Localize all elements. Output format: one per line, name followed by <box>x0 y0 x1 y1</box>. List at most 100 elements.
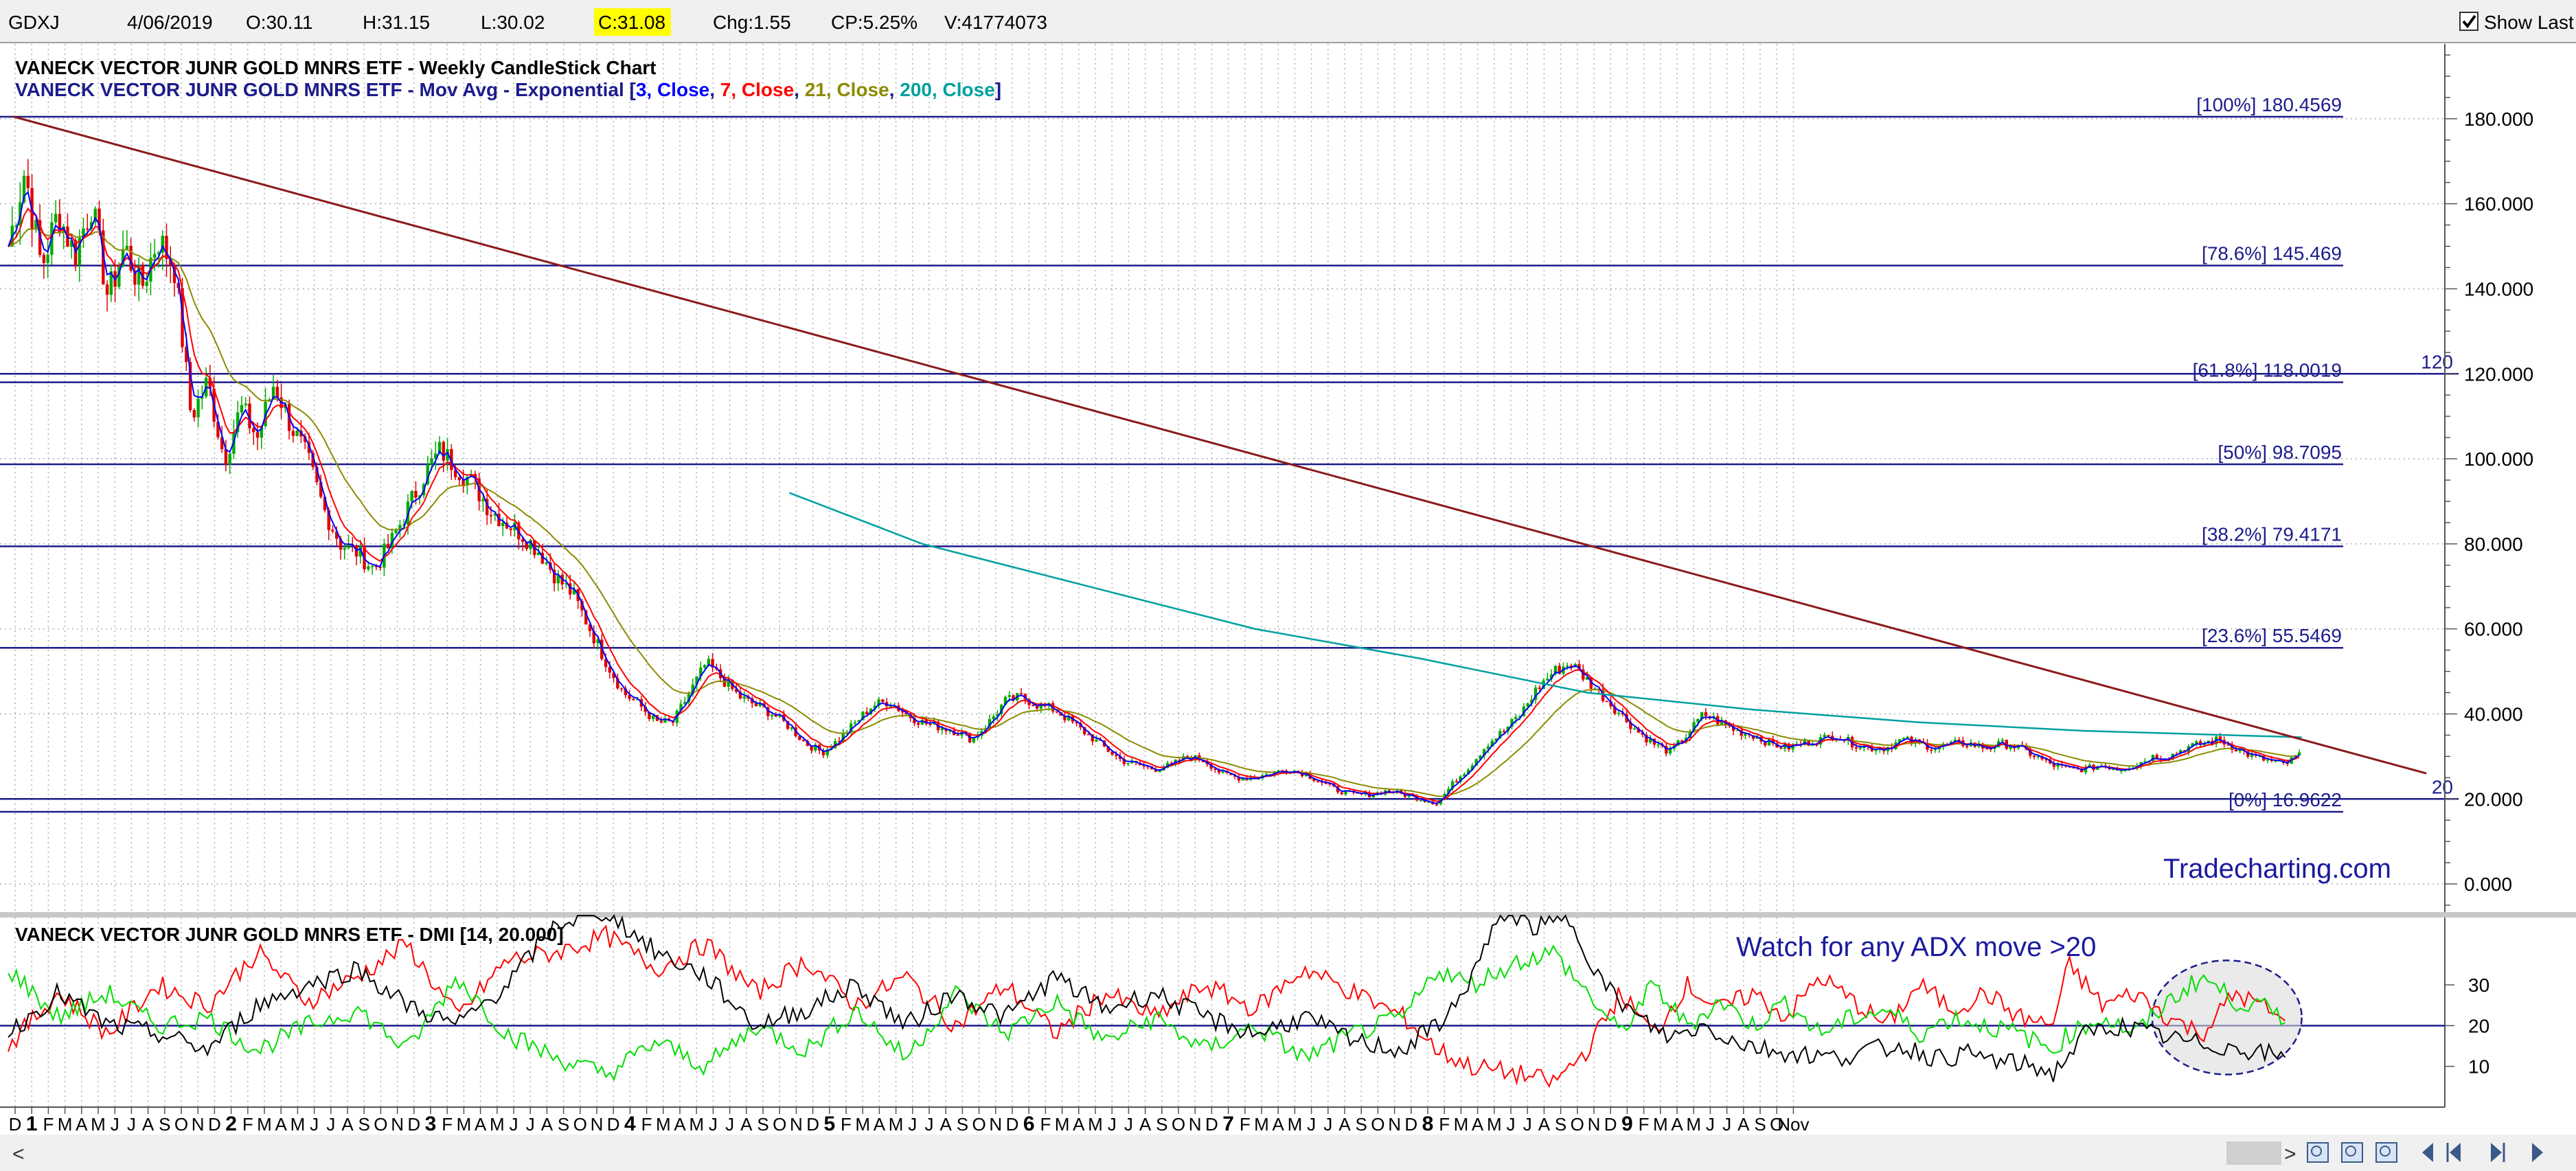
trendline <box>12 115 2427 775</box>
x-tick-label: O <box>1571 1114 1584 1135</box>
x-tick-label: A <box>76 1114 88 1135</box>
ema-lines <box>8 190 2302 804</box>
candle-body <box>1055 711 1059 713</box>
candle-body <box>1827 735 1830 736</box>
candle-body <box>1450 781 1455 789</box>
candle-body <box>988 719 992 729</box>
x-tick-label: A <box>1139 1114 1152 1135</box>
price-chart-title: VANECK VECTOR JUNR GOLD MNRS ETF - Weekl… <box>15 57 657 78</box>
candle-body <box>1514 717 1518 719</box>
candle-body <box>1328 783 1332 785</box>
candle-body <box>2195 741 2198 744</box>
candle-body <box>2274 760 2277 762</box>
x-tick-label: S <box>558 1114 569 1135</box>
scroll-right-arrow[interactable]: > <box>2284 1143 2296 1166</box>
candle-body <box>255 432 260 438</box>
x-tick-label: M <box>1454 1114 1469 1135</box>
candle-body <box>2139 762 2143 766</box>
candle-body <box>742 696 746 699</box>
candle-body <box>552 569 556 584</box>
candle-body <box>1731 726 1735 731</box>
candle-body <box>1553 666 1558 674</box>
panel-divider[interactable] <box>0 912 2576 918</box>
candle-body <box>58 214 62 234</box>
candle-body <box>814 744 817 751</box>
candle-body <box>260 426 263 438</box>
price-tick-label: 40.000 <box>2464 703 2523 725</box>
x-tick-label: S <box>1156 1114 1167 1135</box>
candle-body <box>604 659 608 668</box>
candle-body <box>2052 763 2056 767</box>
candle-body <box>1209 764 1213 769</box>
x-tick-label: N <box>1189 1114 1202 1135</box>
x-tick-label: J <box>1507 1114 1516 1135</box>
candle-body <box>1459 776 1462 782</box>
candle-body <box>1807 740 1810 746</box>
candle-body <box>1764 741 1767 746</box>
show-last-label[interactable]: Show Last <box>2484 12 2574 33</box>
x-tick-label: M <box>889 1114 904 1135</box>
candle-body <box>2064 765 2068 767</box>
open-label: O:30.11 <box>246 12 313 33</box>
candle-body <box>1779 747 1783 749</box>
candle-body <box>1522 706 1526 716</box>
candle-body <box>801 740 806 741</box>
candle-body <box>414 490 418 498</box>
candle-body <box>141 265 145 286</box>
candle-body <box>1621 712 1625 714</box>
zoom-in-icon[interactable] <box>2307 1142 2329 1163</box>
scroll-right-icon[interactable] <box>2532 1143 2543 1162</box>
x-tick-label: N <box>192 1114 205 1135</box>
fib-level-label: [100%] 180.4569 <box>2196 94 2342 115</box>
scrollbar-thumb[interactable] <box>2226 1141 2281 1165</box>
candle-body <box>1012 695 1015 701</box>
zoom-reset-icon[interactable] <box>2375 1142 2397 1163</box>
scrollbar[interactable] <box>0 1135 2576 1171</box>
candle-body <box>165 236 168 260</box>
x-tick-label: D <box>806 1114 819 1135</box>
scroll-left-icon[interactable] <box>2422 1143 2433 1162</box>
scroll-left-arrow[interactable]: < <box>12 1143 25 1166</box>
x-tick-label: A <box>940 1114 953 1135</box>
candle-body <box>1874 749 1878 751</box>
candle-body <box>1735 729 1740 731</box>
x-tick-label: F <box>1240 1114 1251 1135</box>
zoom-out-icon[interactable] <box>2341 1142 2363 1163</box>
x-tick-label: N <box>790 1114 803 1135</box>
candle-body <box>738 692 742 699</box>
scroll-first-icon[interactable] <box>2446 1143 2461 1162</box>
candle-body <box>1498 731 1502 739</box>
candle-body <box>2032 755 2036 758</box>
x-tick-label: O <box>573 1114 587 1135</box>
candle-body <box>374 566 378 567</box>
x-tick-label: A <box>1338 1114 1351 1135</box>
candle-body <box>291 431 295 436</box>
candle-body <box>679 704 683 711</box>
candle-body <box>1629 722 1632 729</box>
candle-body <box>972 737 976 742</box>
candle-body <box>1233 775 1237 777</box>
candle-body <box>1344 791 1347 795</box>
candle-body <box>1930 749 1933 751</box>
show-last-checkbox[interactable] <box>2459 12 2478 31</box>
trendline-group[interactable] <box>12 115 2427 775</box>
candle-body <box>1039 703 1043 709</box>
candle-body <box>2029 749 2032 756</box>
candle-body <box>2238 749 2242 752</box>
candle-body <box>1312 779 1316 781</box>
candle-body <box>1577 663 1581 670</box>
candle-body <box>442 442 446 461</box>
candle-body <box>873 705 877 709</box>
dmi-tick-label: 20 <box>2468 1015 2489 1036</box>
candle-body <box>1953 740 1957 742</box>
x-tick-label: D <box>407 1114 420 1135</box>
candle-body <box>192 410 196 418</box>
candle-body <box>2182 750 2187 752</box>
x-tick-label: J <box>925 1114 934 1135</box>
scroll-last-icon[interactable] <box>2491 1143 2505 1162</box>
candle-body <box>1474 759 1478 766</box>
candle-body <box>236 412 240 433</box>
x-tick-label: F <box>1639 1114 1650 1135</box>
